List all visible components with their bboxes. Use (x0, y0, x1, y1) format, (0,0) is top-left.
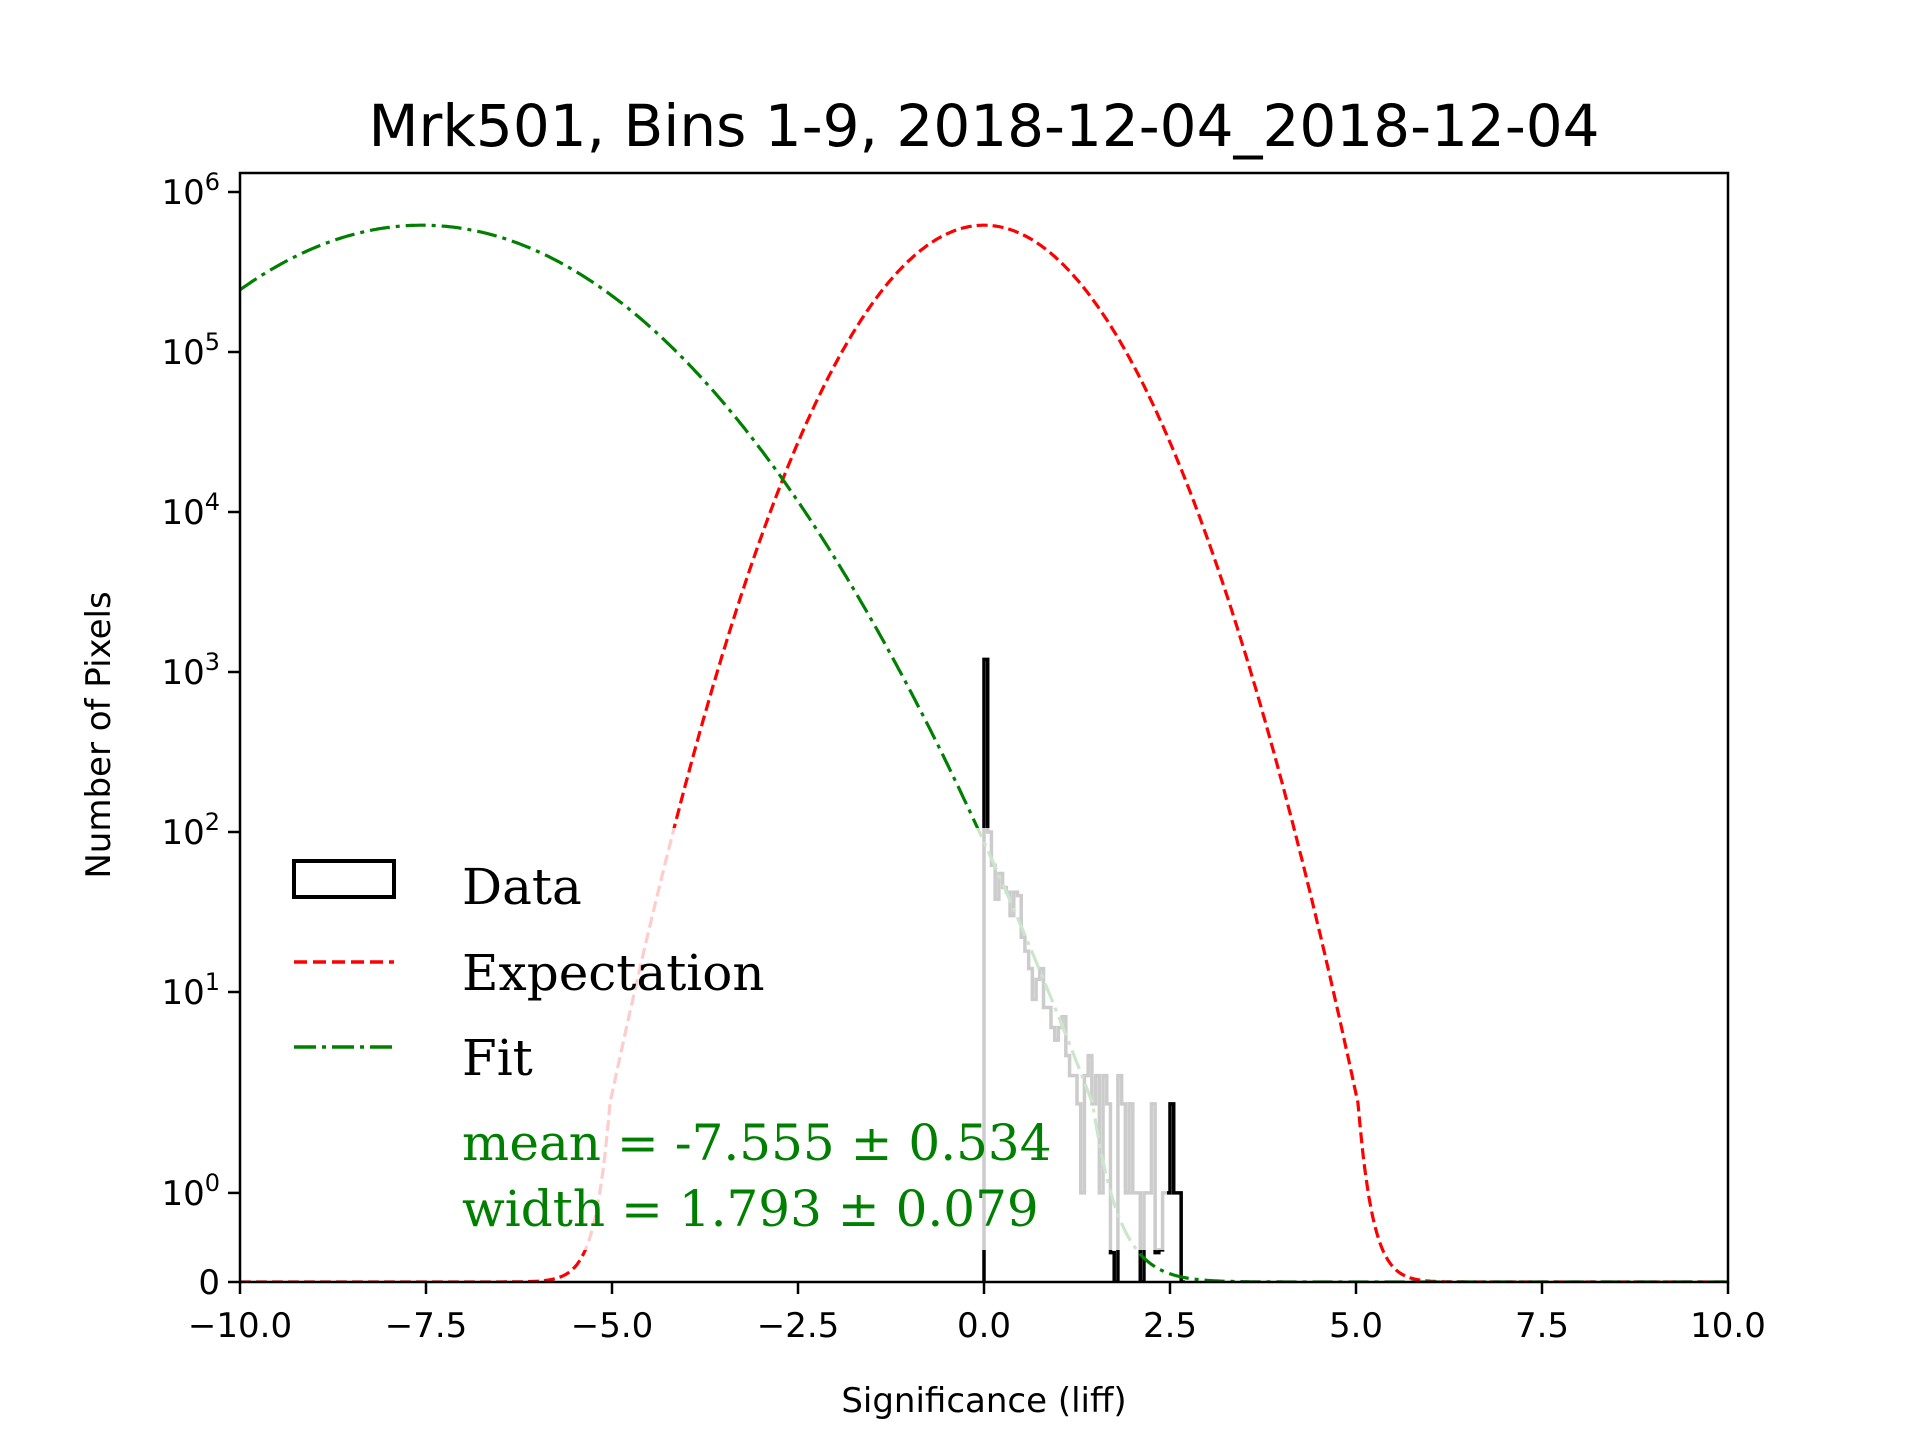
y-tick-label: 100 (161, 1169, 220, 1214)
annotation-mean: mean = -7.555 ± 0.534 (462, 1114, 1052, 1172)
legend-data-swatch (292, 859, 396, 899)
x-tick-label: −5.0 (571, 1306, 654, 1346)
legend-data-label: Data (462, 858, 582, 916)
x-tick-label: −10.0 (188, 1306, 292, 1346)
expectation-curve (240, 223, 1728, 1282)
legend: Data Expectation Fit mean = -7.555 ± 0.5… (268, 828, 1167, 1250)
y-tick-label: 101 (161, 968, 220, 1013)
legend-background (268, 828, 1167, 1250)
x-tick-label: 10.0 (1690, 1306, 1766, 1346)
legend-fit-label: Fit (462, 1029, 533, 1087)
x-axis-label: Significance (liff) (841, 1381, 1126, 1421)
x-axis: −10.0 −7.5 −5.0 −2.5 0.0 2.5 5.0 7.5 10.0 (188, 1282, 1766, 1346)
y-axis: 0 100 101 102 103 104 105 106 (161, 168, 240, 1303)
chart-title: Mrk501, Bins 1-9, 2018-12-04_2018-12-04 (368, 92, 1599, 160)
x-tick-label: −7.5 (385, 1306, 468, 1346)
y-tick-label: 105 (161, 328, 220, 373)
x-tick-label: 5.0 (1329, 1306, 1383, 1346)
y-tick-label: 102 (161, 808, 220, 853)
fit-curve (240, 223, 1728, 1282)
y-tick-label: 0 (198, 1263, 220, 1303)
legend-expectation-label: Expectation (462, 944, 765, 1002)
y-tick-label: 103 (161, 648, 220, 693)
y-tick-label: 104 (161, 488, 220, 533)
y-axis-label: Number of Pixels (79, 591, 119, 878)
x-tick-label: −2.5 (757, 1306, 840, 1346)
x-tick-label: 0.0 (957, 1306, 1011, 1346)
y-tick-label: 106 (161, 168, 220, 213)
x-tick-label: 2.5 (1143, 1306, 1197, 1346)
annotation-width: width = 1.793 ± 0.079 (462, 1180, 1039, 1238)
x-tick-label: 7.5 (1515, 1306, 1569, 1346)
